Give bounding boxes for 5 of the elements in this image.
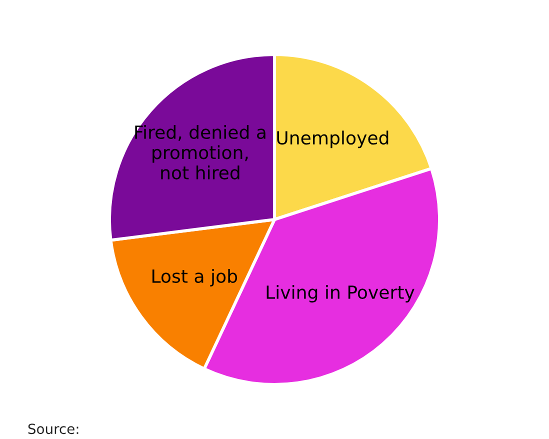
source-note: Source: xyxy=(28,424,78,434)
slice-label: Living in Poverty xyxy=(266,285,414,303)
slice-label: Lost a job xyxy=(152,268,238,286)
slice-label: Fired, denied a promotion, not hired xyxy=(135,125,266,180)
slice-label: Unemployed xyxy=(277,130,388,148)
